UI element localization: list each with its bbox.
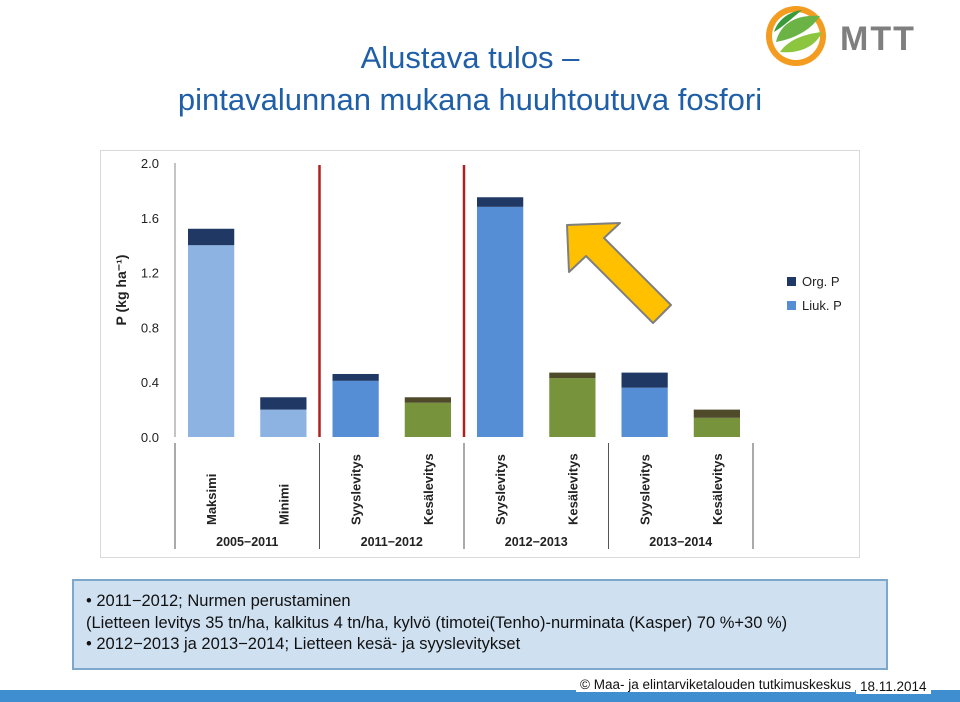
footer-date: 18.11.2014 xyxy=(856,679,931,694)
x-category-label: Kesälevitys xyxy=(710,453,725,525)
y-tick-label: 1.2 xyxy=(141,266,159,281)
legend-label: Liuk. P xyxy=(802,298,842,313)
footer-stripe xyxy=(0,690,960,702)
legend-swatch xyxy=(787,301,796,310)
bar-org-p xyxy=(621,372,668,388)
bar-liuk-p xyxy=(621,387,668,437)
legend-swatch xyxy=(787,277,796,286)
mtt-logo: MTT xyxy=(766,6,916,66)
slide-title-line1: Alustava tulos – xyxy=(360,40,580,75)
notes-box: • 2011−2012; Nurmen perustaminen (Liette… xyxy=(72,579,888,670)
bar-org-p xyxy=(549,372,596,379)
y-tick-label: 2.0 xyxy=(141,156,159,171)
x-group-label: 2012−2013 xyxy=(505,535,568,549)
x-group-label: 2011−2012 xyxy=(361,535,423,549)
y-tick-label: 0.0 xyxy=(141,430,159,445)
slide-title-line2: pintavalunnan mukana huuhtoutuva fosfori xyxy=(177,82,763,117)
bar-org-p xyxy=(404,397,451,403)
bar-org-p xyxy=(477,197,524,207)
footer-copyright: © Maa- ja elintarviketalouden tutkimuske… xyxy=(576,677,856,692)
x-category-label: Kesälevitys xyxy=(565,453,580,525)
y-tick-label: 0.8 xyxy=(141,320,159,335)
y-tick-label: 1.6 xyxy=(141,211,159,226)
highlight-arrow xyxy=(566,222,672,324)
chart-frame: 2.0 1.6 1.2 0.8 0.4 0.0 P (kg ha⁻¹) Maksimi Mini… xyxy=(100,150,860,558)
y-tick-label: 0.4 xyxy=(141,375,159,390)
bar-liuk-p xyxy=(693,417,740,437)
x-category-label: Kesälevitys xyxy=(421,453,436,525)
bar-liuk-p xyxy=(260,409,307,437)
legend-label: Org. P xyxy=(802,274,840,289)
x-group-label: 2005−2011 xyxy=(216,535,278,549)
bar-liuk-p xyxy=(477,206,524,437)
note-line-1: • 2011−2012; Nurmen perustaminen xyxy=(86,592,351,610)
phosphorus-chart: 2.0 1.6 1.2 0.8 0.4 0.0 P (kg ha⁻¹) Maksimi Mini… xyxy=(113,156,842,549)
bar-org-p xyxy=(188,228,235,246)
x-category-label: Maksimi xyxy=(204,474,219,525)
bar-org-p xyxy=(332,373,379,381)
note-line-3: • 2012−2013 ja 2013−2014; Lietteen kesä-… xyxy=(86,635,521,653)
bar-liuk-p xyxy=(188,245,235,437)
bar-org-p xyxy=(693,409,740,418)
x-category-label: Syyslevitys xyxy=(349,454,364,525)
bar-liuk-p xyxy=(404,402,451,437)
x-category-label: Syyslevitys xyxy=(493,454,508,525)
x-category-label: Syyslevitys xyxy=(638,454,653,525)
bar-org-p xyxy=(260,397,307,410)
bar-liuk-p xyxy=(549,378,596,437)
x-category-label: Minimi xyxy=(276,484,291,525)
bar-liuk-p xyxy=(332,380,379,437)
note-line-2: (Lietteen levitys 35 tn/ha, kalkitus 4 t… xyxy=(86,613,788,632)
logo-text: MTT xyxy=(840,20,916,58)
x-group-label: 2013−2014 xyxy=(649,535,712,549)
y-axis-label: P (kg ha⁻¹) xyxy=(113,255,129,326)
